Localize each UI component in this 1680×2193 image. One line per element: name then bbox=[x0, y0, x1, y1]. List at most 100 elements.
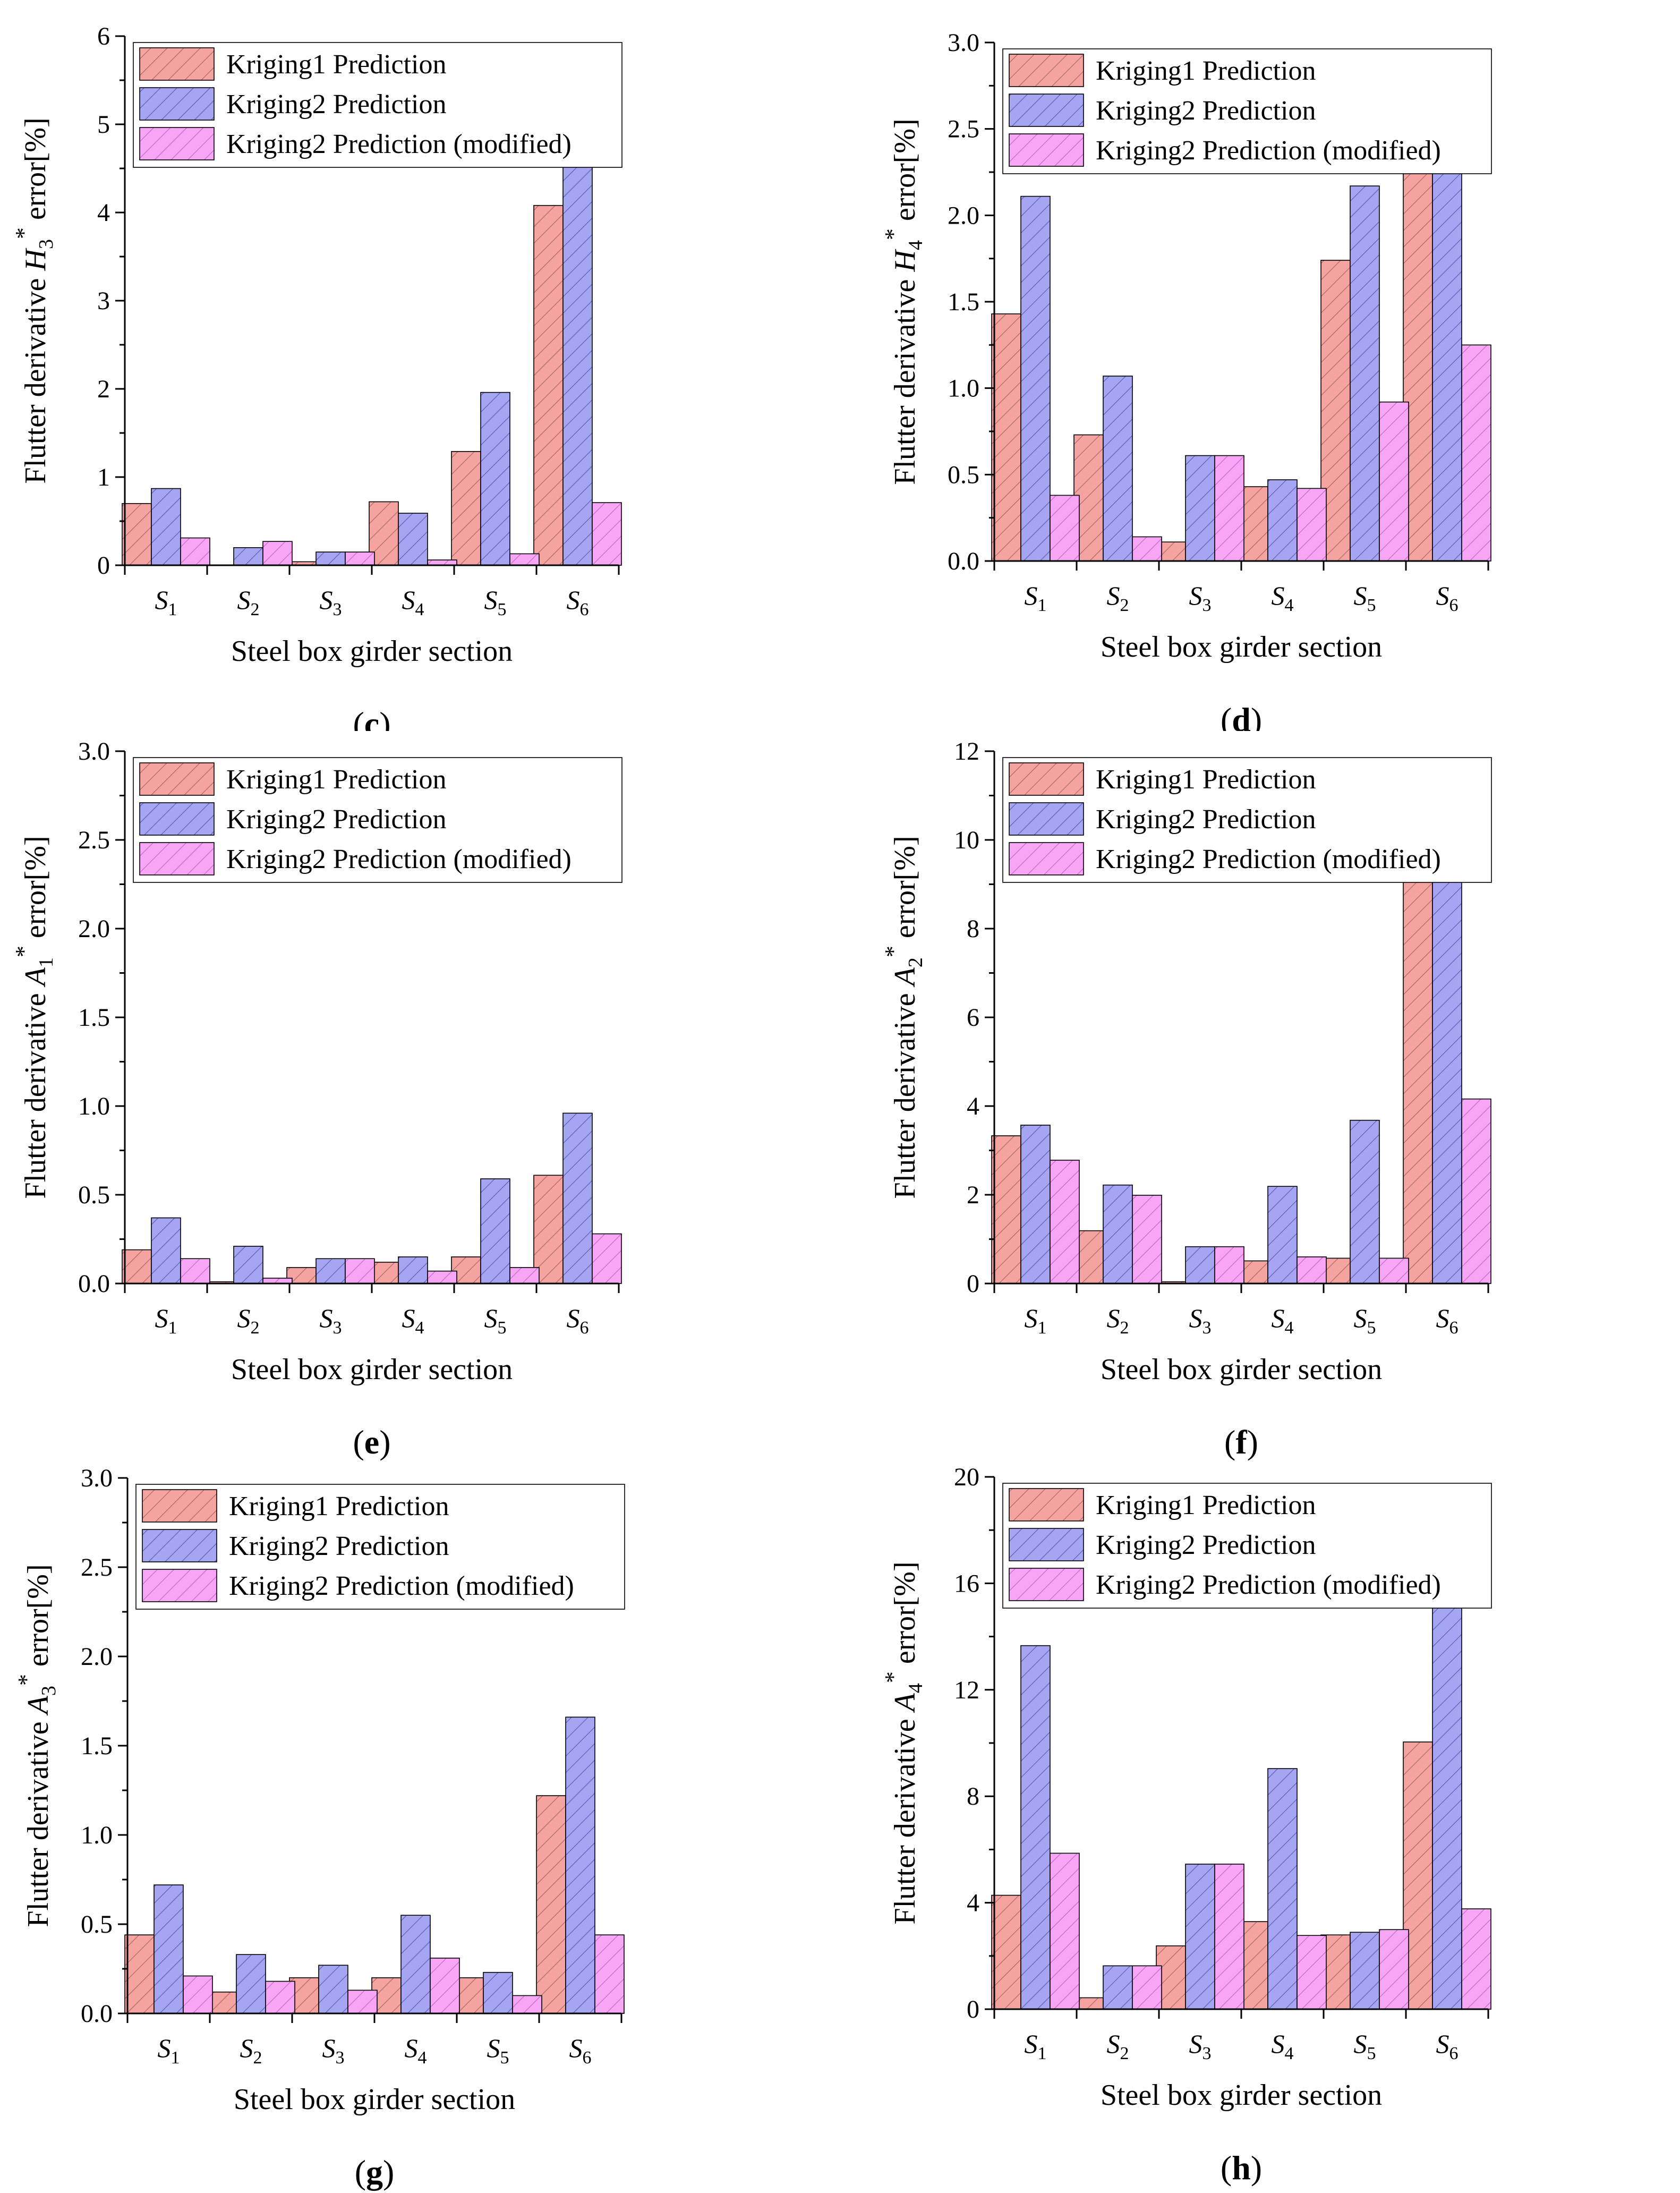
y-tick-label: 4 bbox=[967, 1889, 979, 1917]
bar-kriging2-modified-s2 bbox=[1132, 1195, 1162, 1284]
panel-label: (d) bbox=[1221, 701, 1262, 731]
bar-kriging2-modified-s4 bbox=[427, 1270, 457, 1284]
bar-kriging2-modified-s2 bbox=[262, 541, 293, 566]
chart-panel-g: 0.0 0.5 1.0 1.5 2.0 2.5 3.0 S1 S2 S3 S4 S5 S6 Steel b… bbox=[13, 1464, 625, 2191]
x-tick-label-s4: S4 bbox=[402, 585, 424, 619]
legend-label-kriging2-modified: Kriging2 Prediction (modified) bbox=[1096, 135, 1441, 166]
bar-kriging2-s6 bbox=[1432, 1590, 1462, 2010]
bar-kriging2-s2 bbox=[1103, 1184, 1133, 1284]
panel-label: (c) bbox=[353, 705, 390, 731]
x-axis-title: Steel box girder section bbox=[1101, 1353, 1382, 1386]
bar-kriging2-s6 bbox=[565, 1716, 595, 2014]
y-tick-label: 3.0 bbox=[948, 29, 979, 57]
legend-label-kriging2-modified: Kriging2 Prediction (modified) bbox=[229, 1571, 574, 1601]
bar-kriging2-modified-s3 bbox=[1214, 1246, 1244, 1284]
y-tick-label: 1.0 bbox=[81, 1821, 113, 1849]
x-tick-label-s2: S2 bbox=[237, 1303, 260, 1338]
bar-kriging2-modified-s4 bbox=[430, 1958, 460, 2014]
y-tick-label: 3.0 bbox=[78, 737, 110, 766]
x-tick-label-s1: S1 bbox=[1025, 1303, 1047, 1338]
bar-kriging2-modified-s6 bbox=[594, 1934, 625, 2014]
bar-kriging2-modified-s2 bbox=[1132, 1965, 1162, 2010]
panel-label: (e) bbox=[353, 1423, 390, 1461]
bar-kriging2-s1 bbox=[151, 1217, 181, 1284]
bar-kriging2-s3 bbox=[1185, 455, 1215, 562]
legend: Kriging1 Prediction Kriging2 Prediction Kr… bbox=[1002, 757, 1492, 883]
chart-panel-f: 0 2 4 6 8 10 12 S1 S2 S3 S4 S5 S6 Steel box girder se… bbox=[880, 737, 1492, 1461]
legend-label-kriging1: Kriging1 Prediction bbox=[1096, 1490, 1316, 1520]
bar-kriging2-s4 bbox=[1267, 1768, 1298, 2010]
legend-swatch-kriging1 bbox=[1009, 54, 1084, 87]
bar-kriging2-s3 bbox=[1185, 1864, 1215, 2010]
x-tick-label-s2: S2 bbox=[1107, 581, 1129, 615]
bar-kriging2-modified-s4 bbox=[1297, 1256, 1327, 1284]
y-tick-label: 1.5 bbox=[78, 1004, 110, 1032]
legend-swatch-kriging2-modified bbox=[1009, 133, 1084, 167]
legend-swatch-kriging2 bbox=[139, 802, 215, 836]
legend-swatch-kriging1 bbox=[1009, 1488, 1084, 1522]
bars bbox=[122, 1112, 622, 1284]
y-axis-title: Flutter derivative A1* error[%] bbox=[11, 836, 57, 1198]
y-tick-label: 20 bbox=[954, 1463, 979, 1491]
bar-kriging2-s2 bbox=[1103, 1965, 1133, 2010]
x-tick-label-s1: S1 bbox=[155, 585, 177, 619]
x-tick-label-s6: S6 bbox=[1436, 581, 1459, 615]
bar-kriging2-s5 bbox=[1350, 1119, 1380, 1284]
bar-kriging2-s1 bbox=[153, 1884, 184, 2014]
y-tick-label: 2.0 bbox=[78, 915, 110, 943]
bar-kriging1-s6 bbox=[533, 205, 564, 566]
x-tick-label-s3: S3 bbox=[1189, 581, 1212, 615]
chart-panel-e: 0.0 0.5 1.0 1.5 2.0 2.5 3.0 S1 S2 S3 S4 S5 S6 Steel b… bbox=[11, 737, 622, 1461]
y-axis-title: Flutter derivative H3* error[%] bbox=[11, 117, 57, 483]
y-tick-label: 3.0 bbox=[81, 1464, 113, 1492]
bar-kriging2-modified-s1 bbox=[1050, 495, 1080, 562]
x-tick-label-s5: S5 bbox=[487, 2033, 509, 2068]
x-tick-label-s3: S3 bbox=[322, 2033, 345, 2068]
panel-label: (h) bbox=[1221, 2149, 1262, 2187]
y-tick-label: 2.5 bbox=[78, 826, 110, 854]
x-axis-title: Steel box girder section bbox=[231, 635, 513, 668]
y-tick-label: 6 bbox=[97, 22, 110, 50]
legend-swatch-kriging1 bbox=[139, 47, 215, 81]
y-tick-label: 1.0 bbox=[78, 1092, 110, 1120]
y-tick-label: 0.5 bbox=[81, 1910, 113, 1939]
chart-panel-c: 0 1 2 3 4 5 6 S1 S2 S3 S4 S5 S6 Steel box girder sect… bbox=[11, 22, 622, 731]
bar-kriging2-s2 bbox=[1103, 376, 1133, 562]
bar-kriging2-s5 bbox=[480, 1178, 510, 1284]
bar-kriging2-modified-s6 bbox=[1461, 1098, 1491, 1284]
y-tick-label: 2.0 bbox=[81, 1643, 113, 1671]
bar-kriging2-s2 bbox=[233, 547, 263, 566]
chart-panel-h: 0 4 8 12 16 20 S1 S2 S3 S4 S5 S6 Steel box girder se… bbox=[880, 1463, 1492, 2187]
y-tick-label: 10 bbox=[954, 826, 979, 854]
bar-kriging2-modified-s6 bbox=[592, 502, 622, 566]
legend-swatch-kriging2 bbox=[1009, 1528, 1084, 1561]
bar-kriging2-modified-s6 bbox=[1461, 1908, 1491, 2010]
bar-kriging2-s4 bbox=[1267, 1186, 1298, 1284]
chart-panel-d: 0.0 0.5 1.0 1.5 2.0 2.5 3.0 S1 S2 S3 S4 S5 S6 Steel b… bbox=[880, 29, 1492, 731]
legend-label-kriging2: Kriging2 Prediction bbox=[226, 804, 447, 835]
legend-box bbox=[133, 757, 622, 883]
legend-swatch-kriging1 bbox=[142, 1489, 217, 1523]
bar-kriging2-modified-s3 bbox=[1214, 455, 1244, 562]
legend-swatch-kriging2-modified bbox=[1009, 1568, 1084, 1601]
bar-kriging2-modified-s5 bbox=[509, 553, 540, 566]
x-axis-title: Steel box girder section bbox=[1101, 631, 1382, 664]
x-tick-label-s5: S5 bbox=[1354, 2029, 1376, 2063]
bar-kriging2-modified-s2 bbox=[1132, 536, 1162, 562]
panel-label: (f) bbox=[1224, 1423, 1258, 1461]
bar-kriging2-modified-s6 bbox=[592, 1233, 622, 1284]
bar-kriging2-s6 bbox=[562, 1112, 593, 1284]
y-axis-title: Flutter derivative A4* error[%] bbox=[880, 1561, 927, 1924]
x-tick-label-s1: S1 bbox=[155, 1303, 177, 1338]
bar-kriging2-s1 bbox=[151, 488, 181, 566]
legend-label-kriging1: Kriging1 Prediction bbox=[1096, 764, 1316, 795]
legend-box bbox=[1002, 48, 1492, 174]
x-tick-label-s4: S4 bbox=[402, 1303, 424, 1338]
y-tick-label: 3 bbox=[97, 287, 110, 315]
x-tick-label-s3: S3 bbox=[1189, 1303, 1212, 1338]
legend: Kriging1 Prediction Kriging2 Prediction Kr… bbox=[133, 42, 622, 168]
legend-label-kriging2: Kriging2 Prediction bbox=[229, 1531, 449, 1561]
bar-kriging2-modified-s3 bbox=[345, 1258, 375, 1284]
x-axis-title: Steel box girder section bbox=[1101, 2079, 1382, 2112]
x-tick-label-s6: S6 bbox=[567, 585, 589, 619]
